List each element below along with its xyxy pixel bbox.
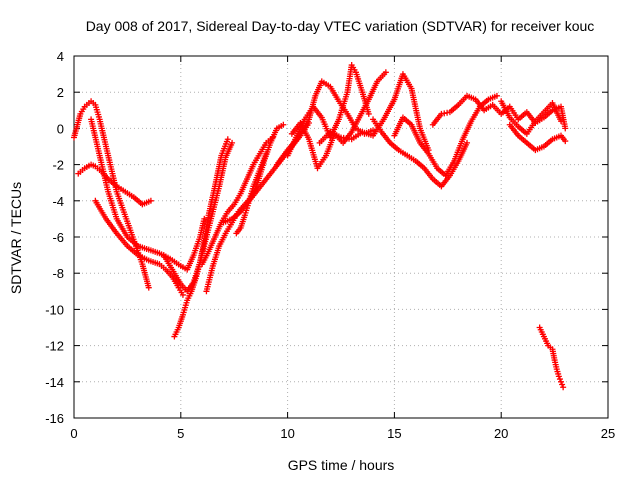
y-tick-label: -4 xyxy=(52,194,64,209)
y-tick-label: -14 xyxy=(45,375,64,390)
data-point xyxy=(263,150,270,157)
y-tick-label: -6 xyxy=(52,230,64,245)
data-point xyxy=(555,373,562,380)
y-tick-label: -16 xyxy=(45,411,64,426)
data-point xyxy=(179,291,186,298)
y-tick-label: -12 xyxy=(45,339,64,354)
data-point xyxy=(224,136,231,143)
x-tick-label: 0 xyxy=(70,426,77,441)
x-tick-label: 10 xyxy=(280,426,294,441)
data-point xyxy=(147,197,154,204)
data-point xyxy=(558,378,565,385)
chart-title: Day 008 of 2017, Sidereal Day-to-day VTE… xyxy=(86,18,595,34)
y-tick-label: -2 xyxy=(52,158,64,173)
data-point xyxy=(559,381,566,388)
data-point xyxy=(560,384,567,391)
y-tick-label: 0 xyxy=(57,121,64,136)
y-tick-label: 4 xyxy=(57,49,64,64)
data-point xyxy=(562,138,569,145)
y-tick-label: -8 xyxy=(52,266,64,281)
x-tick-labels: 0 5 10 15 20 25 xyxy=(70,426,615,441)
data-point xyxy=(556,376,563,383)
y-axis-label: SDTVAR / TECUs xyxy=(8,182,24,294)
x-tick-label: 15 xyxy=(387,426,401,441)
y-tick-label: 2 xyxy=(57,85,64,100)
y-tick-label: -10 xyxy=(45,302,64,317)
data-point xyxy=(269,134,276,141)
x-tick-label: 25 xyxy=(601,426,615,441)
x-tick-label: 5 xyxy=(177,426,184,441)
data-point xyxy=(493,92,500,99)
data-point xyxy=(280,121,287,128)
data-points xyxy=(71,62,569,391)
x-tick-label: 20 xyxy=(494,426,508,441)
data-point xyxy=(229,139,236,146)
data-point xyxy=(365,110,372,117)
data-point xyxy=(145,284,152,291)
data-point xyxy=(382,69,389,76)
data-point xyxy=(558,118,565,125)
x-axis-label: GPS time / hours xyxy=(288,457,395,473)
data-point xyxy=(562,125,569,132)
data-point xyxy=(464,139,471,146)
data-point xyxy=(201,215,208,222)
y-tick-labels: -16 -14 -12 -10 -8 -6 -4 -2 0 2 4 xyxy=(45,49,64,426)
